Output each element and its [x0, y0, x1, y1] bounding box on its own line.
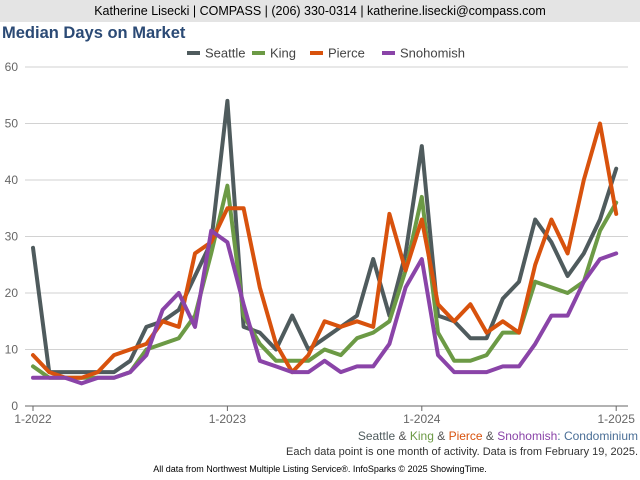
legend-label: Snohomish: [400, 46, 465, 61]
series-line-pierce: [31, 121, 619, 380]
y-tick-label: 20: [5, 286, 19, 300]
series-line-seattle: [31, 98, 619, 375]
contact-header: Katherine Lisecki | COMPASS | (206) 330-…: [0, 0, 640, 22]
legend-item-snohomish: Snohomish: [382, 46, 465, 61]
x-tick-label: 1-2025: [598, 412, 636, 426]
chart-subtitle: Seattle & King & Pierce & Snohomish: Con…: [358, 429, 638, 443]
y-tick-label: 40: [5, 173, 19, 187]
legend-item-pierce: Pierce: [310, 46, 365, 61]
y-tick-label: 30: [5, 230, 19, 244]
data-note: Each data point is one month of activity…: [286, 446, 638, 458]
subtitle-part: &: [482, 429, 498, 443]
y-tick-label: 0: [11, 399, 18, 413]
legend-label: Pierce: [328, 46, 365, 61]
chart-title: Median Days on Market: [2, 24, 186, 42]
x-tick-label: 1-2022: [14, 412, 52, 426]
y-tick-label: 60: [5, 60, 19, 74]
series-line-king: [31, 183, 619, 380]
subtitle-part: Pierce: [448, 429, 483, 443]
legend-item-king: King: [252, 46, 296, 61]
x-tick-label: 1-2024: [403, 412, 441, 426]
legend-item-seattle: Seattle: [187, 46, 245, 61]
subtitle-part: : Condominium: [557, 429, 638, 443]
subtitle-part: &: [433, 429, 449, 443]
subtitle-part: &: [395, 429, 410, 443]
subtitle-part: Seattle: [357, 429, 396, 443]
y-tick-label: 50: [5, 117, 19, 131]
legend-label: Seattle: [205, 46, 245, 61]
y-tick-label: 10: [5, 343, 19, 357]
legend-label: King: [270, 46, 296, 61]
series-line-snohomish: [31, 228, 619, 386]
subtitle-part: King: [409, 429, 434, 443]
x-tick-label: 1-2023: [209, 412, 247, 426]
subtitle-part: Snohomish: [497, 429, 558, 443]
source-footer: All data from Northwest Multiple Listing…: [153, 464, 487, 474]
